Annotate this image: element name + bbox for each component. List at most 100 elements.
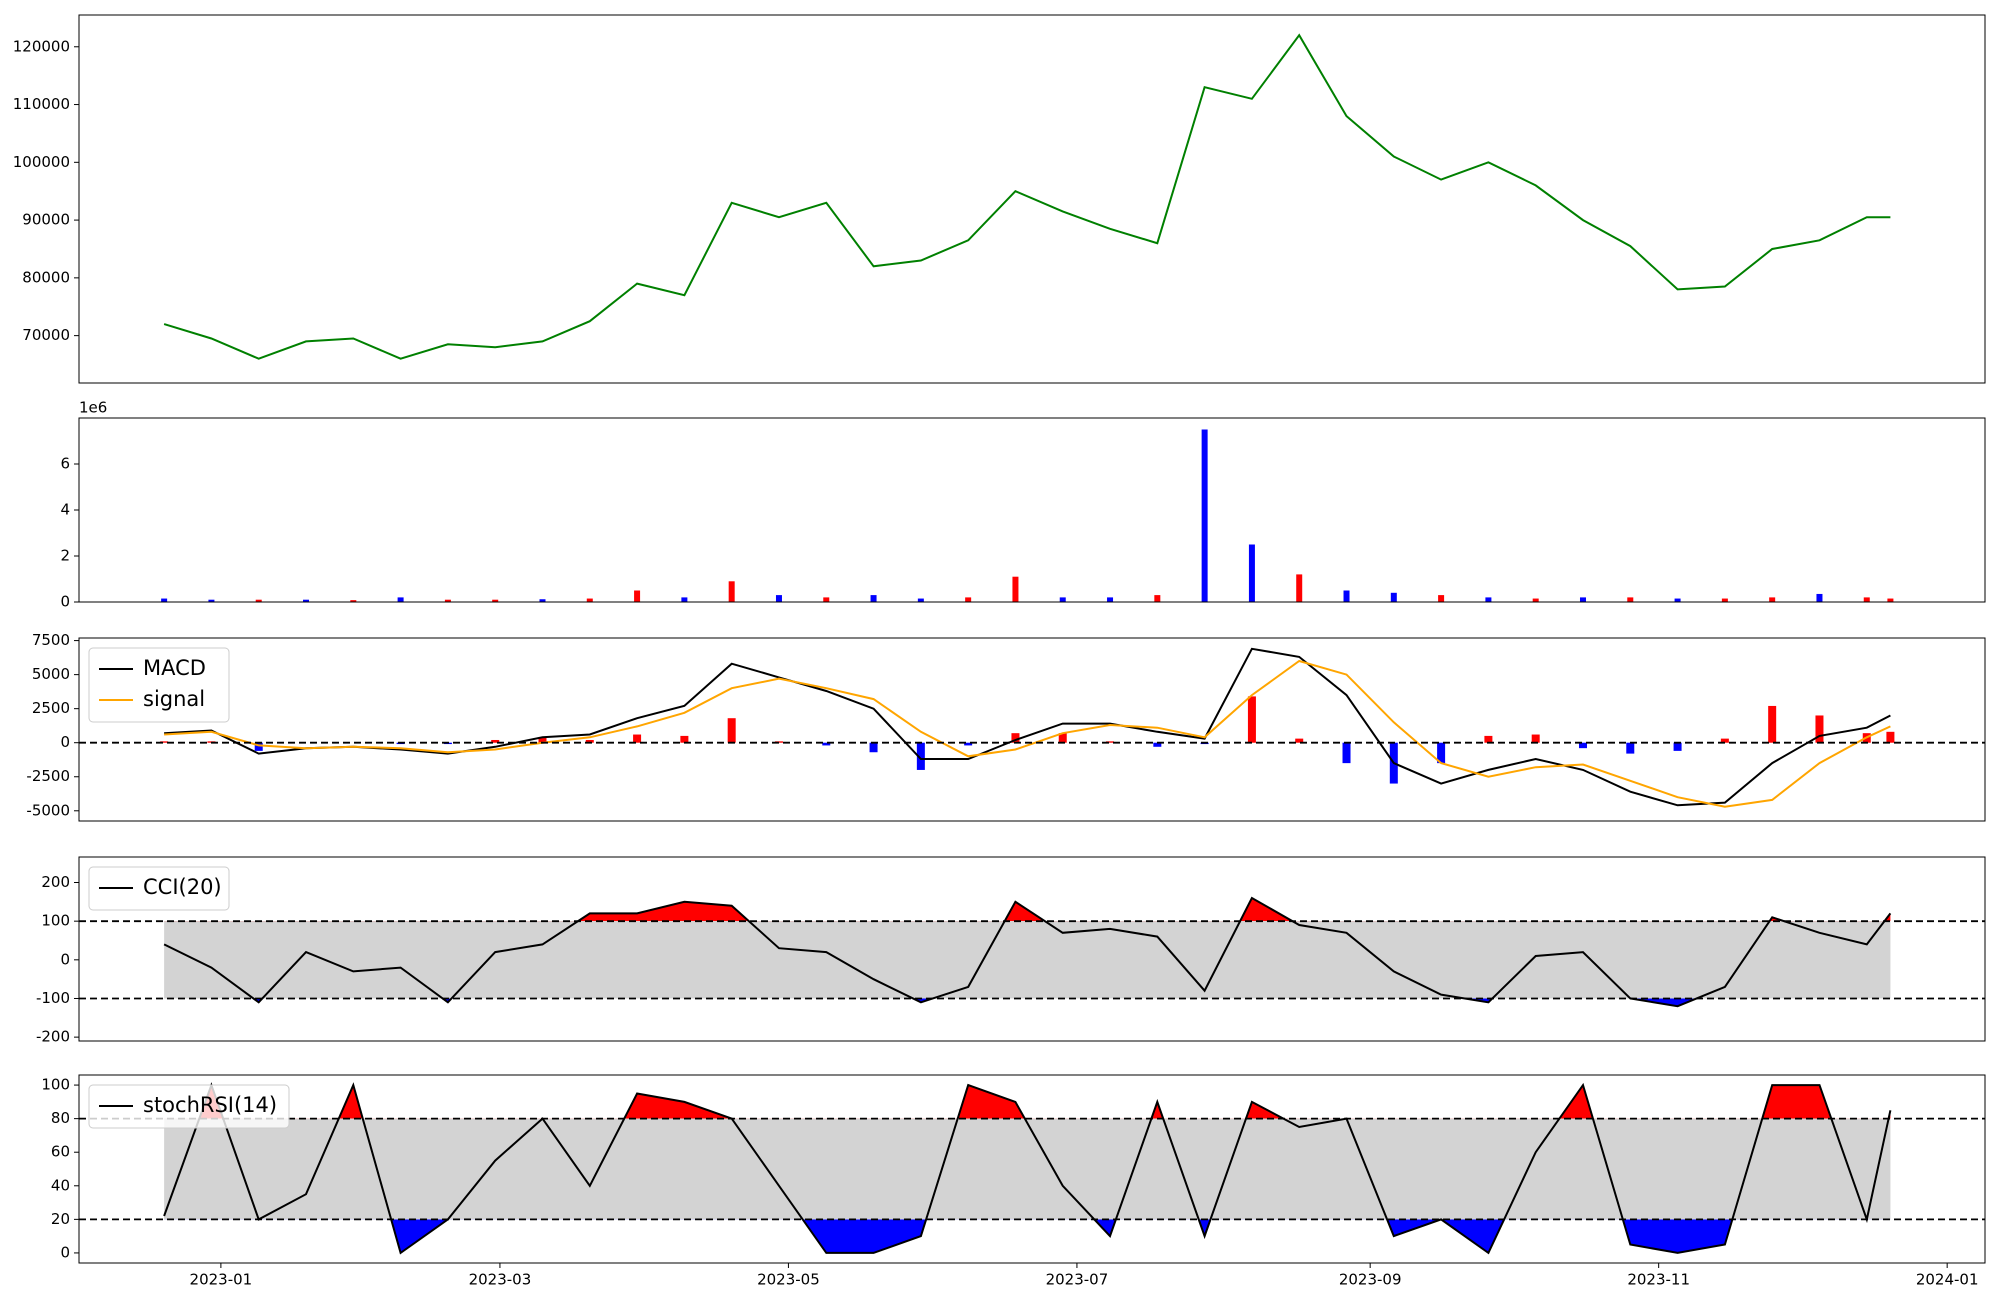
y-tick-label: 100 xyxy=(41,912,70,930)
plot-area xyxy=(79,647,1985,808)
volume-bar xyxy=(870,595,877,602)
panel: -5000 -2500 0 2500 5000 7500 MACD signal xyxy=(26,631,1986,822)
volume-bar xyxy=(681,597,688,602)
volume-bar xyxy=(1107,597,1114,602)
plot-frame xyxy=(78,417,1986,603)
neutral-band xyxy=(164,921,1891,999)
volume-bar xyxy=(1296,574,1303,602)
series-line xyxy=(163,33,1891,360)
volume-bar xyxy=(492,599,499,602)
y-tick-label: 80000 xyxy=(22,268,70,286)
legend: stochRSI(14) xyxy=(88,1084,290,1129)
y-tick-label: 60 xyxy=(51,1143,70,1161)
volume-bar xyxy=(917,598,924,602)
y-tick-label: 90000 xyxy=(22,211,70,229)
plot-area xyxy=(163,33,1891,360)
panel: 0 20 40 60 80 100 2023-01 2023-03 2023-05 2023-07… xyxy=(41,1074,1986,1289)
histogram-bar xyxy=(1437,742,1446,764)
volume-bar xyxy=(1532,598,1539,602)
volume-bar xyxy=(965,597,972,602)
volume-bar xyxy=(1390,592,1397,602)
volume-bar xyxy=(1816,593,1823,602)
volume-bar xyxy=(539,599,546,602)
volume-bar xyxy=(1721,598,1728,602)
histogram-bar xyxy=(1886,731,1895,743)
series-line xyxy=(163,896,1892,1008)
legend-label: MACD xyxy=(143,656,206,680)
y-tick-label: 20 xyxy=(51,1210,70,1228)
histogram-bar xyxy=(1106,741,1115,743)
series-line xyxy=(163,1082,1892,1255)
y-tick-label: 110000 xyxy=(13,95,70,113)
plot-area xyxy=(161,429,1894,602)
volume-bar xyxy=(775,595,782,602)
plot-area xyxy=(79,1082,1985,1255)
legend-label: CCI(20) xyxy=(143,875,222,899)
plot-area xyxy=(79,896,1985,1008)
y-tick-label: 40 xyxy=(51,1176,70,1194)
y-tick-label: 70000 xyxy=(22,326,70,344)
x-tick-label: 2023-03 xyxy=(469,1271,532,1289)
histogram-bar xyxy=(633,734,642,743)
histogram-bar xyxy=(585,739,594,743)
y-tick-label: 2 xyxy=(60,547,70,565)
legend-box xyxy=(88,647,230,723)
series-line xyxy=(164,659,1891,808)
legend-label: stochRSI(14) xyxy=(143,1093,277,1117)
histogram-bar xyxy=(1768,705,1777,743)
legend-label: signal xyxy=(143,687,205,711)
histogram-bar xyxy=(1720,738,1729,743)
legend: MACD signal xyxy=(88,647,230,723)
volume-bar xyxy=(1627,597,1634,602)
volume-bar xyxy=(586,598,593,602)
neutral-band xyxy=(164,1118,1891,1220)
histogram-bar xyxy=(916,742,925,770)
volume-bar xyxy=(823,597,830,602)
x-tick-label: 2023-07 xyxy=(1046,1271,1109,1289)
panel: 70000 80000 90000 100000 110000 120000 xyxy=(13,14,1986,384)
legend-box xyxy=(88,866,230,911)
volume-bar xyxy=(208,599,215,602)
x-tick-label: 2023-01 xyxy=(190,1271,253,1289)
y-tick-label: 100000 xyxy=(13,153,70,171)
y-tick-label: -200 xyxy=(36,1028,70,1046)
volume-bar xyxy=(1769,597,1776,602)
volume-bar xyxy=(161,598,168,602)
histogram-bar xyxy=(1484,735,1493,743)
volume-bar xyxy=(1201,429,1208,602)
y-tick-label: 120000 xyxy=(13,37,70,55)
plot-frame xyxy=(78,14,1986,384)
volume-bar xyxy=(397,597,404,602)
volume-bar xyxy=(444,599,451,602)
histogram-bar xyxy=(822,742,831,746)
histogram-bar xyxy=(254,742,263,751)
histogram-bar xyxy=(1011,733,1020,743)
legend-box xyxy=(88,1084,290,1129)
panel: -200 -100 0 100 200 CCI(20) xyxy=(36,856,1986,1046)
histogram-bar xyxy=(1815,715,1824,743)
y-tick-label: 200 xyxy=(41,873,70,891)
y-tick-label: 0 xyxy=(60,593,70,611)
y-tick-label: 2500 xyxy=(32,699,70,717)
histogram-bar xyxy=(1342,742,1351,764)
plot-frame xyxy=(78,637,1986,822)
histogram-bar xyxy=(491,739,500,743)
down-fill xyxy=(164,1219,1891,1253)
volume-bar xyxy=(1438,595,1445,602)
histogram-bar xyxy=(869,742,878,753)
x-tick-label: 2024-01 xyxy=(1916,1271,1979,1289)
legend: CCI(20) xyxy=(88,866,230,911)
volume-bar xyxy=(1059,597,1066,602)
histogram-bar xyxy=(160,741,169,743)
histogram-bar xyxy=(1153,742,1162,747)
histogram-bar xyxy=(538,737,547,743)
plot-frame xyxy=(78,1074,1986,1264)
y-tick-label: 0 xyxy=(60,1243,70,1261)
x-tick-label: 2023-09 xyxy=(1339,1271,1402,1289)
histogram-bar xyxy=(1626,742,1635,754)
volume-bar xyxy=(1887,598,1894,602)
histogram-bar xyxy=(1247,696,1256,743)
y-tick-label: 80 xyxy=(51,1109,70,1127)
y-tick-label: 6 xyxy=(60,455,70,473)
